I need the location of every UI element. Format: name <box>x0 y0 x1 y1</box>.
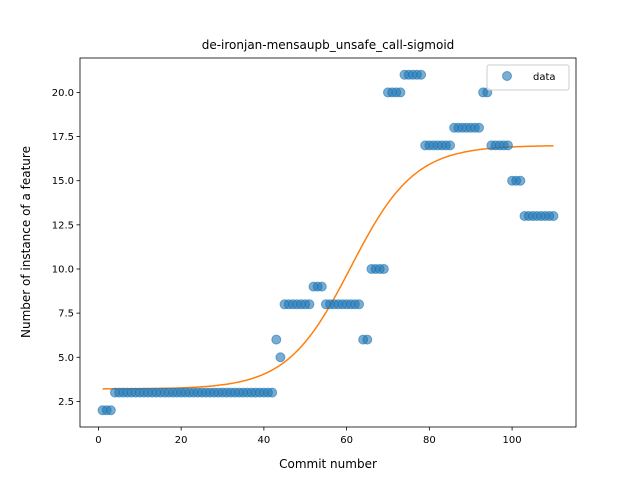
axes-layer: 0 20 40 60 80 100 2.5 5.0 7.5 10.0 12.5 15.0 17.5 20.… <box>52 57 577 446</box>
data-point <box>416 69 427 80</box>
data-point <box>378 263 389 274</box>
y-tick-label: 17.5 <box>52 132 74 143</box>
y-axis-label: Number of instance of a feature <box>19 146 33 338</box>
x-tick-label: 100 <box>503 435 522 446</box>
y-tick-label: 10.0 <box>52 264 74 275</box>
y-tick-label: 20.0 <box>52 88 74 99</box>
y-tick-label: 7.5 <box>58 309 74 320</box>
data-point <box>105 405 116 416</box>
x-axis-label: Commit number <box>279 457 377 471</box>
chart-title: de-ironjan-mensaupb_unsafe_call-sigmoid <box>202 38 455 52</box>
y-tick-label: 15.0 <box>52 176 74 187</box>
x-tick-label: 0 <box>95 435 101 446</box>
y-tick-label: 12.5 <box>52 220 74 231</box>
data-point <box>515 175 526 186</box>
y-tick-label: 5.0 <box>58 353 74 364</box>
data-point <box>395 87 406 98</box>
data-point <box>267 387 278 398</box>
data-point <box>275 352 286 363</box>
x-tick-label: 20 <box>175 435 188 446</box>
y-tick-label: 2.5 <box>58 397 74 408</box>
data-point <box>548 211 559 222</box>
x-tick-label: 40 <box>258 435 271 446</box>
points-layer <box>97 69 559 416</box>
legend-box <box>486 64 570 91</box>
data-point <box>473 122 484 133</box>
legend-marker-data <box>502 71 512 81</box>
data-point <box>304 299 315 310</box>
legend-label-data: data <box>533 72 556 83</box>
data-point <box>445 140 456 151</box>
data-point <box>502 140 513 151</box>
legend: data <box>486 64 570 91</box>
data-point <box>316 281 327 292</box>
axes-frame <box>79 57 577 428</box>
data-point <box>354 299 365 310</box>
x-tick-label: 80 <box>423 435 436 446</box>
data-point <box>271 334 282 345</box>
x-tick-label: 60 <box>340 435 353 446</box>
data-point <box>362 334 373 345</box>
